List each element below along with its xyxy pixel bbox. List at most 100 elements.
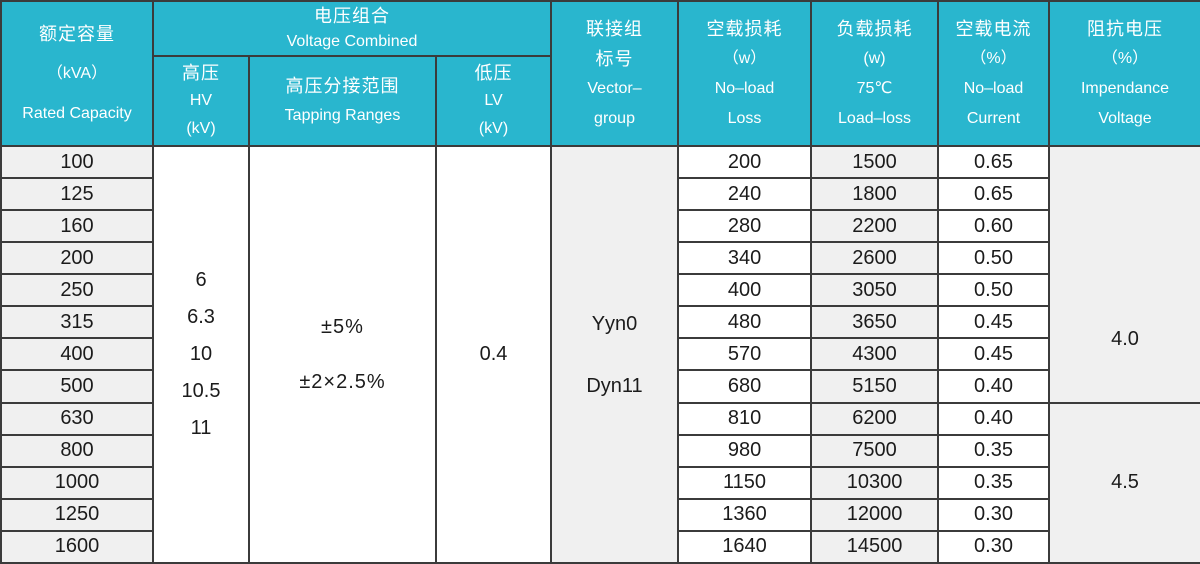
no-load-loss-value: 980 — [677, 433, 813, 468]
rated-capacity-value: 500 — [0, 369, 154, 404]
header-impedance-voltage-unit: （%） — [1101, 49, 1149, 67]
table-row: 200 340 2600 0.50 — [0, 241, 1200, 276]
header-load-loss: 负载损耗 (w) 75℃ Load–loss — [810, 0, 940, 147]
header-voltage-combined-zh: 电压组合 — [314, 5, 390, 26]
header-no-load-loss: 空载损耗 （w） No–load Loss — [677, 0, 813, 147]
load-loss-value: 2200 — [810, 209, 940, 244]
no-load-loss-value: 680 — [677, 369, 813, 404]
spec-table-body: 100 6 6.3 10 10.5 11 ±5% ±2×2.5% 0.4 Yyn0 Dy… — [0, 144, 1200, 564]
table-row: 315 480 3650 0.45 — [0, 305, 1200, 340]
no-load-current-value: 0.30 — [937, 497, 1051, 532]
header-vector-group: 联接组 标号 Vector– group — [550, 0, 680, 147]
no-load-loss-value: 1150 — [677, 465, 813, 500]
no-load-loss-value: 400 — [677, 273, 813, 308]
rated-capacity-value: 200 — [0, 241, 154, 276]
rated-capacity-value: 1250 — [0, 497, 154, 532]
no-load-current-value: 0.40 — [937, 369, 1051, 404]
load-loss-value: 7500 — [810, 433, 940, 468]
header-load-loss-zh: 负载损耗 — [836, 18, 913, 39]
vector-group-values: Yyn0 Dyn11 — [550, 145, 680, 564]
load-loss-value: 10300 — [810, 465, 940, 500]
load-loss-value: 4300 — [810, 337, 940, 372]
header-no-load-loss-unit: （w） — [722, 49, 767, 67]
impedance-voltage-value: 4.5 — [1048, 401, 1200, 564]
no-load-loss-value: 810 — [677, 401, 813, 436]
load-loss-value: 5150 — [810, 369, 940, 404]
no-load-current-value: 0.35 — [937, 465, 1051, 500]
table-row: 125 240 1800 0.65 — [0, 177, 1200, 212]
no-load-current-value: 0.40 — [937, 401, 1051, 436]
load-loss-value: 2600 — [810, 241, 940, 276]
header-no-load-loss-en: No–load Loss — [714, 79, 775, 127]
no-load-current-value: 0.45 — [937, 337, 1051, 372]
header-load-loss-en: Load–loss — [838, 109, 911, 127]
rated-capacity-value: 1600 — [0, 529, 154, 564]
table-row: 1250 1360 12000 0.30 — [0, 497, 1200, 532]
header-no-load-loss-zh: 空载损耗 — [706, 18, 783, 39]
header-row-top: 额定容量 （kVA） Rated Capacity 电压组合 Voltage C… — [0, 0, 1200, 147]
header-hv-zh: 高压 — [182, 63, 220, 83]
no-load-loss-value: 240 — [677, 177, 813, 212]
header-no-load-current-zh: 空载电流 — [955, 18, 1032, 39]
header-load-loss-temp: 75℃ — [856, 79, 893, 97]
header-rated-capacity-zh: 额定容量 — [39, 23, 115, 44]
rated-capacity-value: 1000 — [0, 465, 154, 500]
header-rated-capacity-unit: （kVA） — [46, 64, 108, 82]
table-row: 630 810 6200 0.40 4.5 — [0, 401, 1200, 564]
header-rated-capacity: 额定容量 （kVA） Rated Capacity — [0, 0, 154, 147]
no-load-current-value: 0.35 — [937, 433, 1051, 468]
load-loss-value: 12000 — [810, 497, 940, 532]
no-load-current-value: 0.50 — [937, 273, 1051, 308]
impedance-voltage-value: 4.0 — [1048, 145, 1200, 404]
rated-capacity-value: 315 — [0, 305, 154, 340]
table-row: 800 980 7500 0.35 — [0, 433, 1200, 468]
no-load-current-value: 0.50 — [937, 241, 1051, 276]
table-row: 250 400 3050 0.50 — [0, 273, 1200, 308]
table-row: 1000 1150 10300 0.35 — [0, 465, 1200, 500]
no-load-current-value: 0.45 — [937, 305, 1051, 340]
tapping-range-values: ±5% ±2×2.5% — [248, 145, 437, 564]
header-lv: 低压 LV (kV) — [434, 55, 553, 147]
header-impedance-voltage: 阻抗电压 （%） Impendance Voltage — [1048, 0, 1200, 147]
rated-capacity-value: 160 — [0, 209, 154, 244]
rated-capacity-value: 250 — [0, 273, 154, 308]
rated-capacity-value: 800 — [0, 433, 154, 468]
rated-capacity-value: 125 — [0, 177, 154, 212]
no-load-loss-value: 480 — [677, 305, 813, 340]
load-loss-value: 1800 — [810, 177, 940, 212]
no-load-current-value: 0.60 — [937, 209, 1051, 244]
header-tapping-ranges-zh: 高压分接范围 — [285, 76, 400, 96]
table-row: 400 570 4300 0.45 — [0, 337, 1200, 372]
header-hv: 高压 HV (kV) — [152, 55, 250, 147]
table-row: 100 6 6.3 10 10.5 11 ±5% ±2×2.5% 0.4 Yyn0 Dy… — [0, 144, 1200, 564]
no-load-loss-value: 340 — [677, 241, 813, 276]
header-no-load-current-en: No–load Current — [963, 79, 1024, 127]
table-row: 160 280 2200 0.60 — [0, 209, 1200, 244]
no-load-loss-value: 570 — [677, 337, 813, 372]
no-load-loss-value: 1640 — [677, 529, 813, 564]
header-voltage-combined: 电压组合 Voltage Combined — [151, 0, 553, 57]
header-impedance-voltage-en: Impendance Voltage — [1080, 79, 1170, 127]
no-load-current-value: 0.65 — [937, 177, 1051, 212]
header-hv-unit: (kV) — [186, 120, 216, 137]
lv-value: 0.4 — [434, 145, 553, 564]
no-load-current-value: 0.65 — [937, 144, 1051, 180]
no-load-loss-value: 1360 — [677, 497, 813, 532]
header-vector-group-zh: 联接组 标号 — [586, 18, 644, 69]
table-row: 1600 1640 14500 0.30 — [0, 529, 1200, 564]
header-lv-zh: 低压 — [474, 63, 513, 83]
no-load-loss-value: 280 — [677, 209, 813, 244]
header-lv-unit: (kV) — [478, 120, 509, 137]
hv-values: 6 6.3 10 10.5 11 — [152, 145, 250, 564]
header-no-load-current: 空载电流 （%） No–load Current — [937, 0, 1051, 147]
rated-capacity-value: 400 — [0, 337, 154, 372]
load-loss-value: 1500 — [810, 144, 940, 180]
load-loss-value: 6200 — [810, 401, 940, 436]
rated-capacity-value: 630 — [0, 401, 154, 436]
no-load-loss-value: 200 — [677, 144, 813, 180]
header-impedance-voltage-zh: 阻抗电压 — [1087, 18, 1164, 39]
load-loss-value: 3650 — [810, 305, 940, 340]
table-row: 500 680 5150 0.40 — [0, 369, 1200, 404]
header-rated-capacity-en: Rated Capacity — [22, 104, 132, 122]
load-loss-value: 14500 — [810, 529, 940, 564]
